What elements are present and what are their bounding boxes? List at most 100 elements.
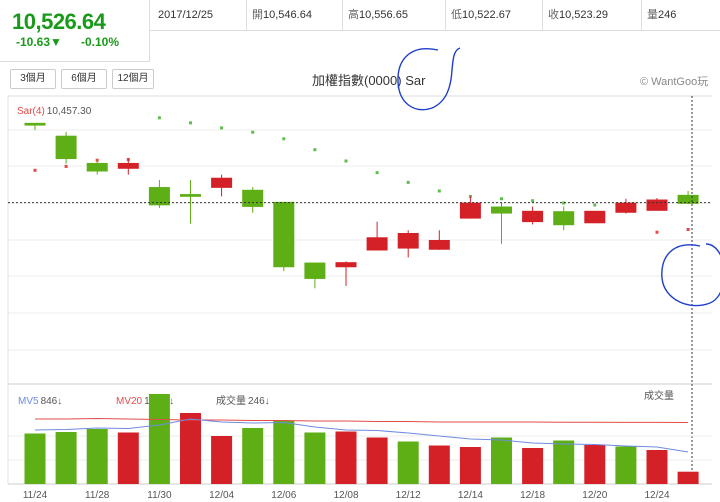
candle-body bbox=[273, 201, 295, 268]
x-axis-label: 11/28 bbox=[85, 490, 110, 501]
volume-bar bbox=[522, 448, 544, 484]
sar-dot bbox=[562, 201, 566, 205]
x-axis-label: 12/06 bbox=[271, 490, 296, 501]
sar-dot bbox=[313, 148, 317, 152]
candle-body bbox=[677, 194, 699, 204]
candle-body bbox=[553, 211, 575, 226]
quote-panel: 10,526.64 -10.63▼ -0.10% bbox=[0, 0, 150, 62]
volume-bar bbox=[428, 445, 450, 484]
sar-dot bbox=[437, 189, 441, 193]
volume-bar bbox=[491, 437, 512, 484]
candle-body bbox=[335, 262, 357, 268]
candle-body bbox=[428, 240, 450, 250]
mv20-line bbox=[35, 417, 689, 423]
candle-body bbox=[646, 199, 668, 211]
sar-dot bbox=[189, 121, 192, 125]
info-close: 收10,523.29 bbox=[542, 0, 640, 31]
x-axis-labels: 11/24 11/28 11/30 12/04 12/06 12/08 12/12 12/14… bbox=[23, 490, 670, 501]
volume-bar bbox=[677, 471, 699, 484]
candle-body bbox=[615, 202, 637, 213]
x-axis-label: 12/24 bbox=[644, 490, 669, 501]
price-gridlines bbox=[8, 129, 712, 351]
candle-body bbox=[366, 237, 388, 251]
price-change-percent: -0.10% bbox=[81, 35, 120, 49]
volume-gridlines bbox=[8, 435, 712, 461]
volume-bar bbox=[24, 433, 46, 484]
volume-bar bbox=[211, 436, 233, 484]
volume-bar bbox=[55, 432, 77, 484]
last-price: 10,526.64 bbox=[12, 9, 106, 34]
mv5-legend: MV5 846↓ bbox=[18, 396, 62, 407]
range-3m-button[interactable]: 3個月 bbox=[10, 69, 56, 89]
x-axis-label: 11/30 bbox=[147, 490, 172, 501]
info-date: 2017/12/25 bbox=[158, 9, 214, 21]
candle-body bbox=[459, 202, 481, 219]
x-axis-label: 12/14 bbox=[458, 490, 483, 501]
info-open: 開10,546.64 bbox=[246, 0, 344, 31]
volume-bar bbox=[242, 428, 264, 484]
watermark: © WantGoo玩 bbox=[640, 76, 709, 88]
range-12m-button[interactable]: 12個月 bbox=[112, 69, 154, 89]
volume-bar bbox=[397, 441, 419, 484]
volume-bar bbox=[366, 437, 388, 484]
chart-title: 加權指數(0000) Sar bbox=[312, 73, 426, 88]
sar-dot bbox=[157, 116, 161, 120]
volume-bar bbox=[459, 447, 481, 484]
x-axis-label: 11/24 bbox=[23, 490, 48, 501]
candle-body bbox=[304, 262, 326, 279]
sar-dot bbox=[251, 130, 255, 134]
volume-bar bbox=[553, 440, 575, 484]
price-change: -10.63▼ bbox=[16, 35, 62, 49]
volume-panel-label: 成交量 bbox=[644, 389, 674, 402]
sar-legend: Sar(4) 10,457.30 bbox=[17, 106, 92, 117]
volume-bar bbox=[304, 432, 326, 484]
pen-annotation-curve bbox=[397, 47, 461, 111]
x-axis-label: 12/20 bbox=[582, 490, 607, 501]
range-6m-button[interactable]: 6個月 bbox=[61, 69, 107, 89]
sar-dot bbox=[64, 164, 68, 168]
volume-bar bbox=[273, 421, 295, 484]
candle-body bbox=[86, 162, 108, 172]
sar-dot bbox=[593, 203, 597, 207]
candle-body bbox=[242, 189, 264, 207]
candle-body bbox=[522, 210, 544, 223]
info-low: 低10,522.67 bbox=[445, 0, 543, 31]
volume-bar bbox=[615, 446, 637, 484]
volume-legend: 成交量 246↓ bbox=[216, 394, 270, 407]
volume-bar bbox=[86, 429, 108, 484]
sar-dot bbox=[686, 227, 690, 231]
volume-bars bbox=[24, 394, 699, 484]
candle-body bbox=[584, 210, 606, 224]
volume-bar bbox=[335, 431, 357, 484]
x-axis-label: 12/04 bbox=[209, 490, 234, 501]
candle-body bbox=[180, 194, 201, 197]
candles bbox=[24, 122, 699, 289]
sar-dot bbox=[344, 159, 348, 163]
pen-annotation-circle bbox=[661, 243, 720, 307]
candle-body bbox=[211, 177, 233, 188]
sar-dot bbox=[33, 168, 37, 172]
volume-bar bbox=[584, 445, 606, 484]
sar-dot bbox=[375, 171, 379, 175]
candle-body bbox=[397, 232, 419, 249]
candle-body bbox=[491, 206, 512, 214]
volume-bar bbox=[646, 450, 668, 484]
volume-bar bbox=[117, 432, 139, 484]
ohlc-info-row: 2017/12/25 開10,546.64 高10,556.65 低10,522… bbox=[150, 0, 720, 31]
volume-bar bbox=[148, 394, 170, 484]
sar-dot bbox=[282, 137, 286, 141]
mv5-line bbox=[34, 418, 689, 453]
x-axis-label: 12/12 bbox=[396, 490, 421, 501]
sar-dot bbox=[531, 199, 535, 203]
sar-dot bbox=[655, 230, 659, 234]
sar-dot bbox=[220, 126, 224, 130]
info-high: 高10,556.65 bbox=[342, 0, 440, 31]
sar-dot bbox=[500, 197, 503, 201]
candle-body bbox=[55, 135, 77, 160]
info-volume: 量246 bbox=[641, 0, 720, 31]
sar-dot bbox=[406, 180, 410, 184]
candle-body bbox=[117, 162, 139, 169]
x-axis-label: 12/08 bbox=[333, 490, 358, 501]
candle-body bbox=[24, 122, 46, 126]
